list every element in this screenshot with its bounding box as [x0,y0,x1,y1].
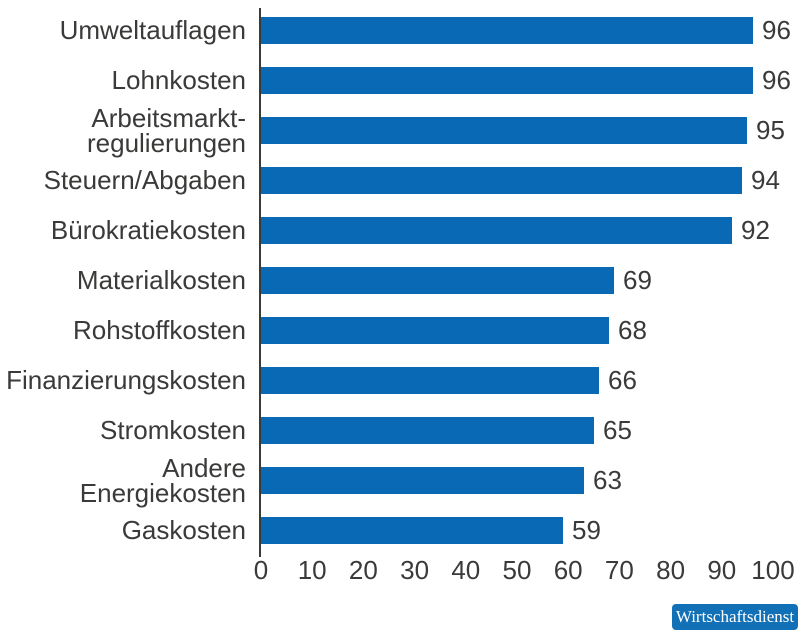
x-tick-label: 20 [348,555,378,585]
x-tick-label: 40 [451,555,481,585]
x-tick-label: 50 [502,555,532,585]
value-label: 65 [603,415,632,445]
x-tick-label: 90 [707,555,737,585]
value-label: 96 [762,65,791,95]
value-label: 96 [762,15,791,45]
value-label: 92 [741,215,770,245]
bar-label: Rohstoffkosten [73,315,246,345]
value-label: 94 [751,165,780,195]
value-label: 68 [618,315,647,345]
bar-label: Bürokratiekosten [50,215,246,245]
bar [261,67,753,94]
bar [261,167,742,194]
bar [261,517,563,544]
source-badge: Wirtschaftsdienst [672,604,798,630]
bar-label: Stromkosten [100,415,246,445]
x-tick-label: 60 [553,555,583,585]
x-tick-label: 80 [656,555,686,585]
value-label: 63 [593,465,622,495]
bar-label: Gaskosten [121,515,246,545]
bar [261,317,609,344]
x-tick-label: 10 [297,555,327,585]
bar [261,17,753,44]
bar-label: Umweltauflagen [59,15,246,45]
bar [261,367,599,394]
value-label: 66 [608,365,637,395]
bar-label: Steuern/Abgaben [43,165,246,195]
bar [261,467,584,494]
x-tick-label: 100 [751,555,795,585]
bar [261,417,594,444]
x-tick-label: 0 [253,555,269,585]
bar-label: Lohnkosten [111,65,246,95]
bar-label: Materialkosten [76,265,246,295]
value-label: 59 [572,515,601,545]
y-axis-line [259,8,261,557]
bar [261,217,732,244]
bar [261,267,614,294]
bar-label: Arbeitsmarkt- regulierungen [86,102,246,158]
bar-label: Finanzierungskosten [6,365,246,395]
x-tick-label: 70 [604,555,634,585]
value-label: 95 [756,115,785,145]
value-label: 69 [623,265,652,295]
x-tick-label: 30 [400,555,430,585]
bar-label: Andere Energiekosten [79,452,246,508]
bar [261,117,747,144]
